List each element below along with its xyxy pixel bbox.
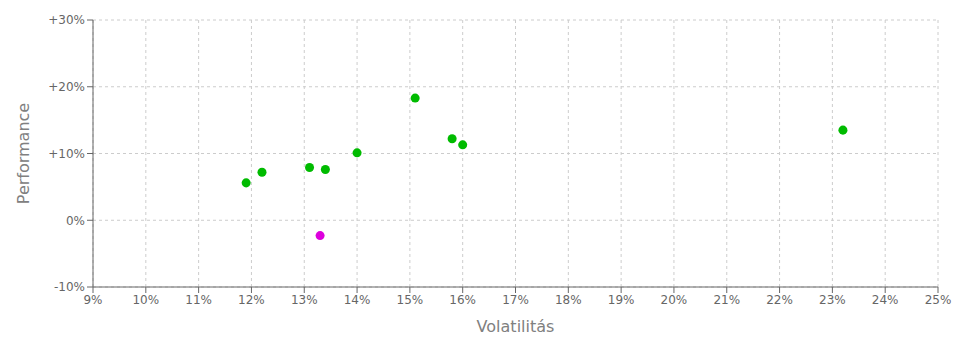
svg-text:17%: 17% [502,293,529,307]
svg-text:22%: 22% [766,293,793,307]
svg-text:23%: 23% [819,293,846,307]
svg-text:13%: 13% [291,293,318,307]
svg-text:Performance: Performance [14,103,33,204]
svg-text:16%: 16% [449,293,476,307]
svg-text:+20%: +20% [48,80,85,94]
svg-text:25%: 25% [925,293,952,307]
svg-text:Volatilitás: Volatilitás [477,317,555,336]
svg-text:20%: 20% [661,293,688,307]
svg-text:9%: 9% [83,293,102,307]
svg-text:12%: 12% [238,293,265,307]
svg-text:+10%: +10% [48,147,85,161]
svg-text:24%: 24% [872,293,899,307]
svg-text:11%: 11% [185,293,212,307]
svg-text:-10%: -10% [54,280,85,294]
svg-text:10%: 10% [132,293,159,307]
svg-text:0%: 0% [66,214,85,228]
svg-text:19%: 19% [608,293,635,307]
svg-text:+30%: +30% [48,13,85,27]
svg-text:21%: 21% [713,293,740,307]
svg-text:14%: 14% [344,293,371,307]
svg-text:18%: 18% [555,293,582,307]
svg-text:15%: 15% [397,293,424,307]
